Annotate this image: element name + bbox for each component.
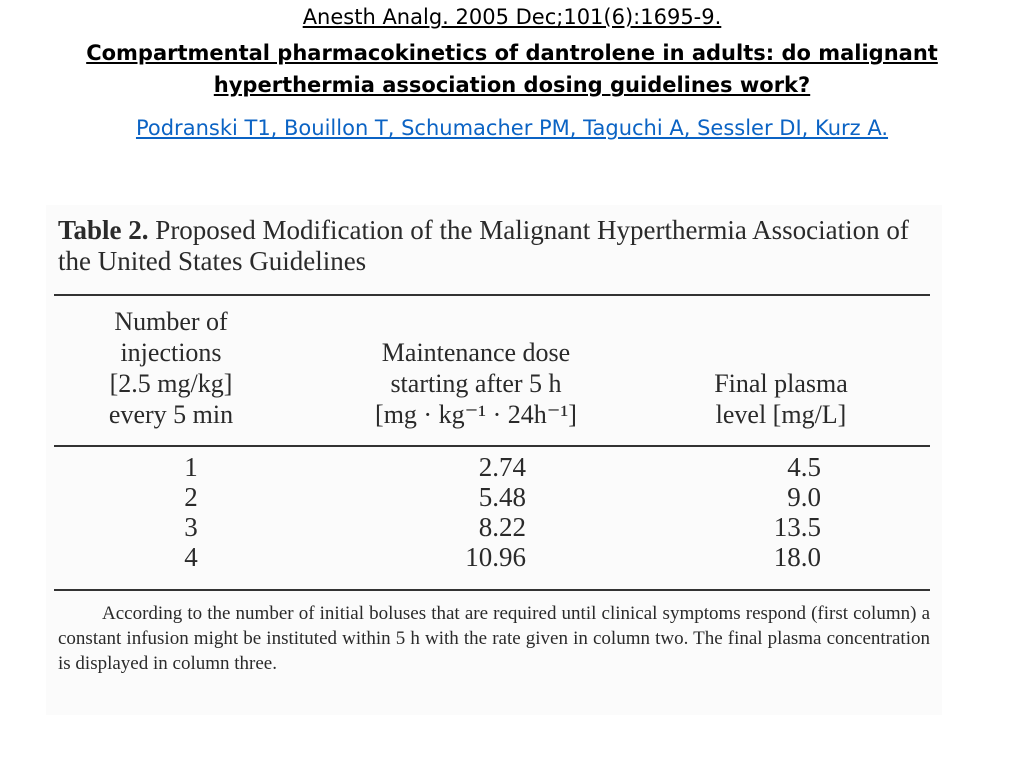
column-header-line: every 5 min (108, 400, 234, 429)
article-title: Compartmental pharmacokinetics of dantro… (86, 41, 938, 97)
table-cell: 3 (184, 512, 198, 542)
table-cell: 10.96 (465, 542, 526, 572)
table-cell: 9.0 (787, 482, 821, 512)
table-cell: 18.0 (773, 542, 821, 572)
table-figure: Table 2. Proposed Modification of the Ma… (46, 205, 942, 715)
table-caption-text: Proposed Modification of the Malignant H… (58, 215, 909, 276)
column-plasma-level: 4.5 9.0 13.5 18.0 (746, 452, 821, 572)
table-footnote: According to the number of initial bolus… (58, 603, 930, 674)
table-cell: 4.5 (787, 452, 821, 482)
column-header-injections: Number of injections [2.5 mg/kg] every 5… (76, 306, 266, 430)
column-header-line: Number of (114, 307, 228, 336)
column-maintenance-dose: 2.74 5.48 8.22 10.96 (436, 452, 526, 572)
column-header-line: starting after 5 h (390, 369, 562, 398)
table-cell: 5.48 (478, 482, 526, 512)
column-header-maintenance-dose: Maintenance dose starting after 5 h [mg … (331, 337, 621, 430)
table-cell: 4 (184, 542, 198, 572)
authors-link[interactable]: Podranski T1, Bouillon T, Schumacher PM,… (135, 116, 889, 140)
table-cell: 13.5 (773, 512, 821, 542)
column-header-line: Final plasma (714, 369, 848, 398)
table-top-rule (54, 294, 930, 296)
column-header-plasma-level: Final plasma level [mg/L] (671, 368, 891, 430)
table-caption-label: Table 2. (58, 215, 149, 245)
column-header-line: injections (120, 338, 222, 367)
table-cell: 2.74 (478, 452, 526, 482)
table-bottom-rule (54, 589, 930, 591)
table-caption: Table 2. Proposed Modification of the Ma… (58, 215, 938, 277)
table-header-rule (54, 445, 930, 447)
column-header-line: Maintenance dose (381, 338, 571, 367)
journal-citation: Anesth Analg. 2005 Dec;101(6):1695-9. (302, 5, 722, 29)
table-cell: 1 (184, 452, 198, 482)
column-header-line: level [mg/L] (715, 400, 847, 429)
column-header-line: [mg · kg⁻¹ · 24h⁻¹] (375, 400, 577, 429)
column-injections: 1 2 3 4 (161, 452, 221, 572)
column-header-line: [2.5 mg/kg] (109, 369, 233, 398)
table-cell: 8.22 (478, 512, 526, 542)
table-cell: 2 (184, 482, 198, 512)
